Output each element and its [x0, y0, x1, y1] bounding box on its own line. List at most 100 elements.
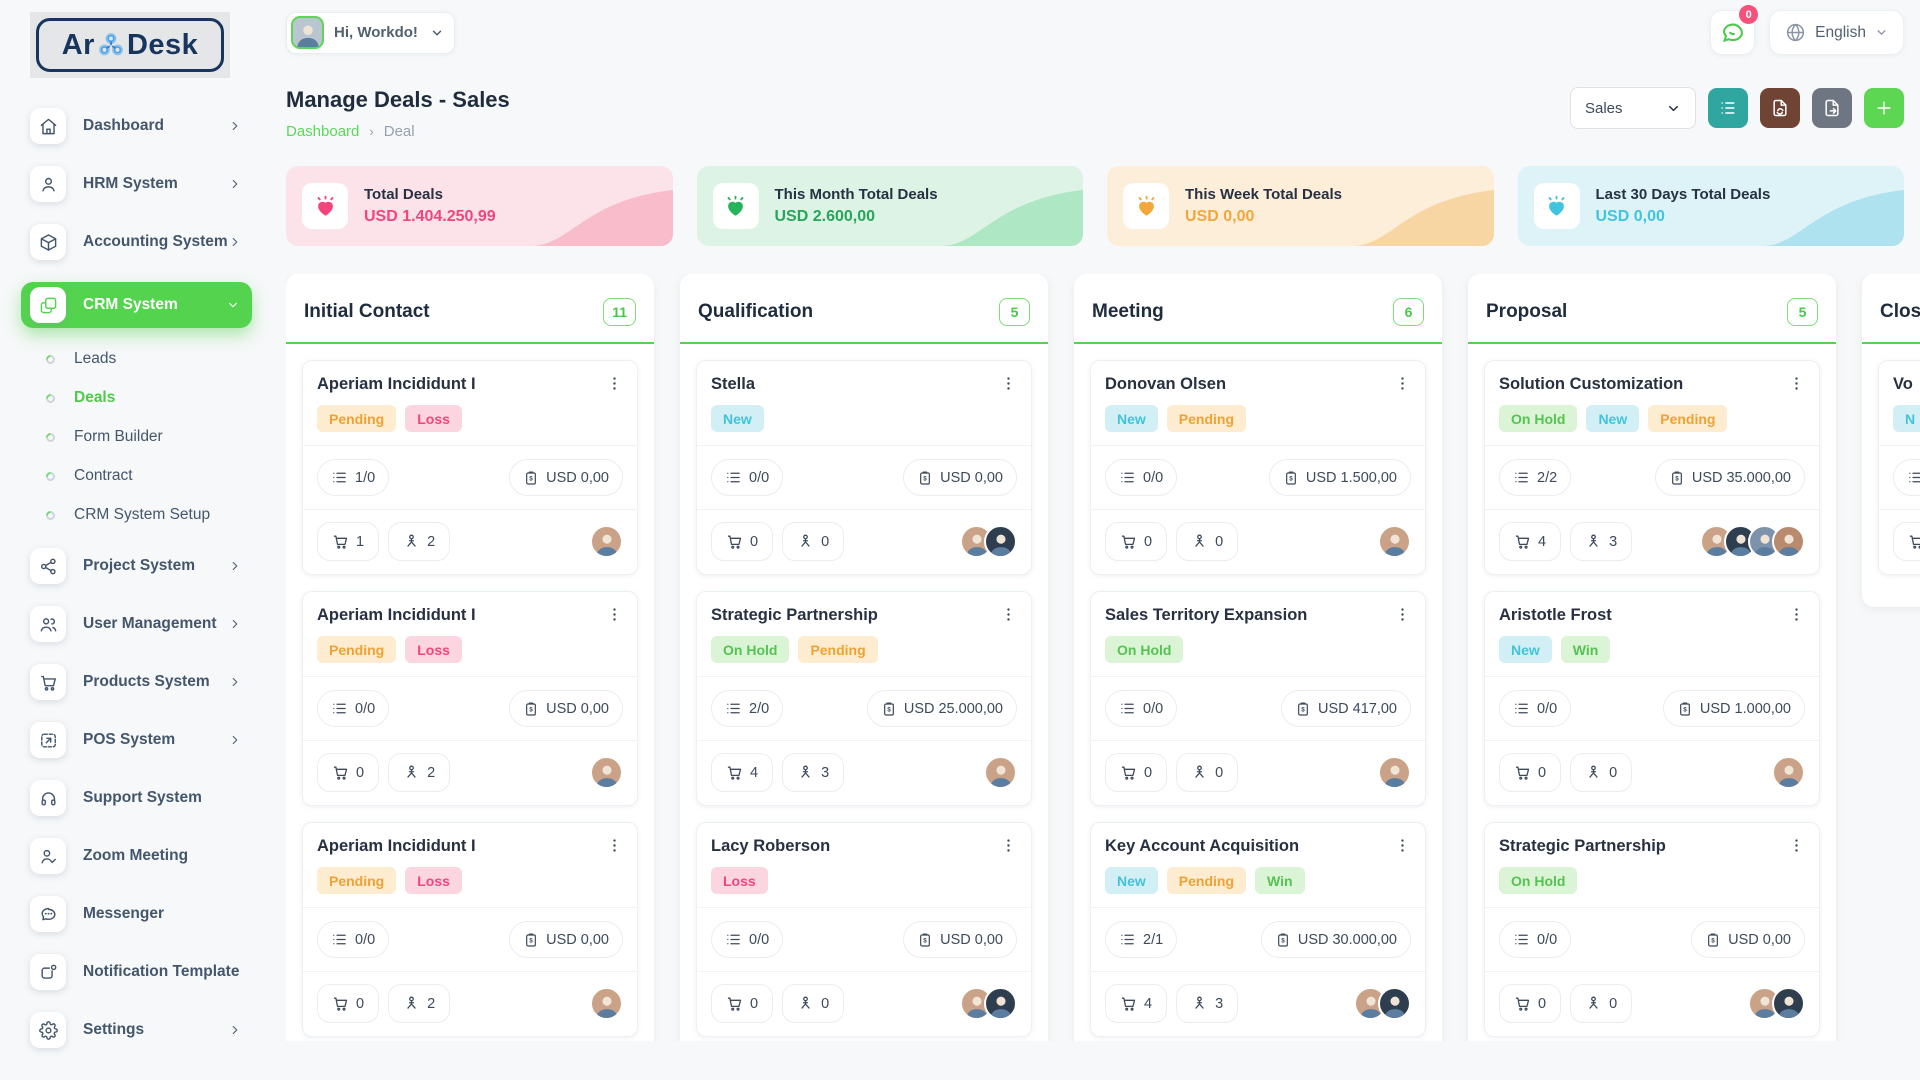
users-icon: [797, 764, 814, 781]
sidebar-item-crm-system[interactable]: CRM System: [21, 282, 252, 328]
app-logo[interactable]: Ar Desk: [30, 12, 230, 78]
status-badge-pending: Pending: [1166, 867, 1247, 894]
chat-bubble-icon: [30, 896, 66, 932]
tasks-pill: 2/0: [711, 690, 784, 727]
deal-title: Donovan Olsen: [1105, 375, 1227, 393]
summary-card-value: USD 1.404.250,99: [364, 208, 496, 225]
deal-card-aperiam-incididunt-i[interactable]: Aperiam Incididunt I Pending Loss 1/0 $ USD 0…: [302, 360, 638, 575]
deal-card-aperiam-incididunt-i[interactable]: Aperiam Incididunt I Pending Loss 0/0 $ USD 0…: [302, 822, 638, 1037]
kebab-menu-icon[interactable]: [606, 837, 623, 854]
tasks-pill: 0/0: [711, 459, 784, 496]
sidebar-subitem-leads[interactable]: Leads: [36, 350, 242, 368]
tasks-icon: [725, 700, 742, 717]
sidebar-item-dashboard[interactable]: Dashboard: [30, 108, 242, 144]
kebab-menu-icon[interactable]: [1788, 375, 1805, 392]
status-badge-new: New: [711, 405, 764, 432]
kebab-menu-icon[interactable]: [1788, 606, 1805, 623]
sidebar-item-hrm-system[interactable]: HRM System: [30, 166, 242, 202]
sidebar-subitem-contract[interactable]: Contract: [36, 467, 242, 485]
messages-button[interactable]: 0: [1710, 5, 1759, 55]
deal-card-aperiam-incididunt-i[interactable]: Aperiam Incididunt I Pending Loss 0/0 $ USD 0…: [302, 591, 638, 806]
sidebar-item-settings[interactable]: Settings: [30, 1012, 242, 1048]
summary-card-title: This Week Total Deals: [1185, 186, 1342, 203]
sidebar-subitem-label: CRM System Setup: [74, 506, 211, 523]
sidebar-item-zoom-meeting[interactable]: Zoom Meeting: [30, 838, 242, 874]
greeting-label: Hi, Workdo!: [334, 24, 418, 41]
sidebar-submenu-crm-system: Leads Deals Form Builder Contract CRM System…: [36, 350, 242, 524]
users-pill: 0: [1570, 753, 1633, 792]
avatar: [1378, 987, 1411, 1020]
deal-card-lacy-roberson[interactable]: Lacy Roberson Loss 0/0 $ USD 0,00 0 0: [696, 822, 1032, 1037]
tasks-pill: 0/0: [317, 690, 390, 727]
breadcrumb-dashboard-link[interactable]: Dashboard: [286, 123, 360, 140]
tasks-icon: [725, 931, 742, 948]
sidebar-subitem-crm-system-setup[interactable]: CRM System Setup: [36, 506, 242, 524]
money-icon: $: [523, 470, 539, 486]
handshake-icon: [712, 183, 759, 229]
toolbar-buttons: [1708, 88, 1904, 128]
deal-card-aristotle-frost[interactable]: Aristotle Frost New Win 0/0 $ USD 1.000,00 0 0: [1484, 591, 1820, 806]
deal-card-donovan-olsen[interactable]: Donovan Olsen New Pending 0/0 $ USD 1.500,00 0…: [1090, 360, 1426, 575]
main-content: Hi, Workdo! 0 English: [256, 0, 1920, 1041]
deal-title: Aperiam Incididunt I: [317, 837, 476, 855]
kebab-menu-icon[interactable]: [1394, 606, 1411, 623]
user-icon: [30, 166, 66, 202]
sidebar-item-accounting-system[interactable]: Accounting System: [30, 224, 242, 260]
sidebar-item-products-system[interactable]: Products System: [30, 664, 242, 700]
deal-title: Vo: [1893, 375, 1913, 393]
kebab-menu-icon[interactable]: [1788, 837, 1805, 854]
user-menu-chip[interactable]: Hi, Workdo!: [286, 11, 455, 54]
svg-text:$: $: [923, 475, 927, 482]
sidebar-item-notification-template[interactable]: Notification Template: [30, 954, 242, 990]
kebab-menu-icon[interactable]: [1394, 375, 1411, 392]
summary-card-title: This Month Total Deals: [774, 186, 938, 203]
users-icon: [1585, 995, 1602, 1012]
avatar: [984, 525, 1017, 558]
deal-card-key-account-acquisition[interactable]: Key Account Acquisition New Pending Win 2/1 $…: [1090, 822, 1426, 1037]
column-body: Stella New 0/0 $ USD 0,00 0 0 Strategic Partner…: [680, 344, 1048, 1041]
users-icon: [403, 995, 420, 1012]
badges-row: New: [711, 405, 1017, 432]
tasks-pill: 0/0: [317, 921, 390, 958]
kebab-menu-icon[interactable]: [1394, 837, 1411, 854]
plus-button[interactable]: [1864, 88, 1904, 128]
status-badge-new: New: [1105, 405, 1158, 432]
pipeline-select[interactable]: Sales: [1570, 87, 1696, 129]
money-icon: $: [1677, 701, 1693, 717]
share-nodes-icon: [30, 548, 66, 584]
kebab-menu-icon[interactable]: [606, 375, 623, 392]
sidebar-item-user-management[interactable]: User Management: [30, 606, 242, 642]
deal-card-solution-customization[interactable]: Solution Customization On Hold New Pending 2…: [1484, 360, 1820, 575]
sidebar-item-project-system[interactable]: Project System: [30, 548, 242, 584]
language-selector[interactable]: English: [1769, 10, 1904, 55]
handshake-icon: [1533, 183, 1580, 229]
deal-card-strategic-partnership[interactable]: Strategic Partnership On Hold 0/0 $ USD 0,00…: [1484, 822, 1820, 1037]
column-body: Aperiam Incididunt I Pending Loss 1/0 $ USD 0…: [286, 344, 654, 1041]
file-sync-button[interactable]: [1760, 88, 1800, 128]
chat-icon: [1720, 20, 1746, 46]
kebab-menu-icon[interactable]: [606, 606, 623, 623]
deal-card-sales-territory-expansion[interactable]: Sales Territory Expansion On Hold 0/0 $ USD …: [1090, 591, 1426, 806]
badges-row: Pending Loss: [317, 867, 623, 894]
chevron-right-icon: [228, 119, 242, 133]
deal-card-stella[interactable]: Stella New 0/0 $ USD 0,00 0 0: [696, 360, 1032, 575]
avatar: [1378, 756, 1411, 789]
sidebar-subitem-deals[interactable]: Deals: [36, 389, 242, 407]
products-pill: 0: [1499, 984, 1562, 1023]
file-export-button[interactable]: [1812, 88, 1852, 128]
kebab-menu-icon[interactable]: [1000, 837, 1017, 854]
kebab-menu-icon[interactable]: [1000, 375, 1017, 392]
badges-row: New Win: [1499, 636, 1805, 663]
sidebar-item-support-system[interactable]: Support System: [30, 780, 242, 816]
language-label: English: [1815, 23, 1866, 41]
deal-card-vo[interactable]: VoN$: [1878, 360, 1920, 575]
sidebar-item-messenger[interactable]: Messenger: [30, 896, 242, 932]
deal-card-strategic-partnership[interactable]: Strategic Partnership On Hold Pending 2/0 $ U…: [696, 591, 1032, 806]
sidebar-subitem-form-builder[interactable]: Form Builder: [36, 428, 242, 446]
column-header: Qualification 5: [680, 274, 1048, 344]
kebab-menu-icon[interactable]: [1000, 606, 1017, 623]
deal-value-pill: $ USD 0,00: [903, 921, 1017, 958]
list-button[interactable]: [1708, 88, 1748, 128]
sidebar-item-pos-system[interactable]: POS System: [30, 722, 242, 758]
status-badge-pending: Pending: [317, 636, 397, 663]
